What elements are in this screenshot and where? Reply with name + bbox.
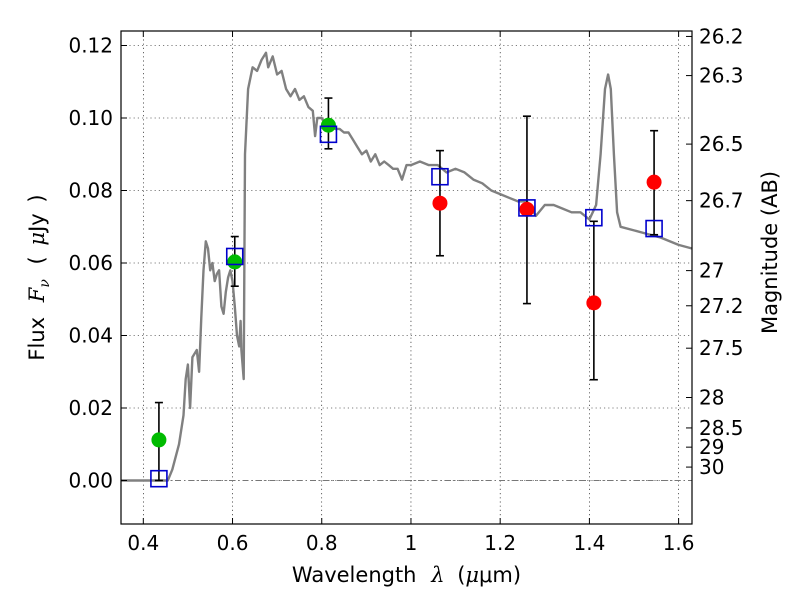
data-markers (150, 117, 663, 488)
red-observed-point (646, 174, 662, 190)
model-square (585, 208, 603, 227)
y-tick-label: 0.06 (68, 251, 113, 275)
y-tick-label: 0.02 (68, 396, 113, 420)
y2-tick-label: 29 (699, 435, 724, 459)
y-axis-label: Flux Fν ( μJy ) (25, 194, 54, 360)
y2-tick-label: 27 (699, 259, 724, 283)
model-square (319, 125, 338, 144)
y-axis-label-unit: Jy (25, 213, 49, 234)
model-square (150, 469, 168, 488)
spectrum-series (121, 51, 693, 482)
y2-tick-label: 26.3 (699, 64, 744, 88)
y-axis-label-unit-close: ) (25, 194, 49, 202)
x-axis-label-symbol: λ (430, 563, 444, 587)
y-axis-label-symbol: F (25, 286, 49, 303)
y-tick-label: 0.04 (68, 324, 113, 348)
spectrum-line (121, 51, 693, 482)
red-observed-point (432, 195, 448, 211)
model-square (225, 247, 244, 266)
green-observed-point (227, 254, 243, 270)
y2-tick-label: 28.5 (699, 416, 744, 440)
y2-tick-label: 26.2 (699, 24, 744, 48)
y2-tick-label: 30 (699, 455, 724, 479)
x-tick-label: 1.6 (663, 531, 695, 555)
red-observed-point (586, 295, 602, 311)
x-tick-label: 0.6 (217, 531, 249, 555)
y-axis-label-unit-mu: μ (25, 232, 49, 246)
model-square (518, 199, 536, 217)
x-tick-label: 0.4 (127, 531, 159, 555)
green-observed-point (320, 117, 336, 133)
y-axis-label-unit-open: ( (25, 256, 49, 264)
x-axis-label: Wavelength λ (μμm) (292, 563, 521, 587)
plot-frame (120, 30, 693, 525)
x-axis-label-unit-mu: μ (465, 563, 479, 587)
y2-tick-label: 26.5 (699, 132, 744, 156)
y-tick-label: 0.00 (68, 469, 113, 493)
x-axis-label-text: Wavelength (292, 563, 417, 587)
y2-tick-label: 26.7 (699, 189, 744, 213)
x-tick-label: 1.2 (484, 531, 516, 555)
model-square (645, 219, 663, 238)
y2-tick-label: 28 (699, 385, 724, 409)
y-axis-label-subscript: ν (37, 279, 53, 288)
y2-tick-label: 27.2 (699, 294, 744, 318)
y-axis-label-text: Flux (25, 317, 49, 361)
green-observed-point (151, 432, 167, 448)
axis-ticks: 0.4 0.6 0.8 1 1.2 1.4 1.6 0.00 0.02 0.04 0.06 0.08 0… (68, 24, 743, 555)
x-axis-label-unit-open: ( (457, 563, 465, 587)
grid (121, 31, 692, 524)
x-axis-label-unit: μm (479, 563, 513, 587)
y-tick-label: 0.08 (68, 179, 113, 203)
y-tick-label: 0.10 (68, 106, 113, 130)
x-tick-label: 0.8 (306, 531, 338, 555)
y2-tick-label: 27.5 (699, 336, 744, 360)
y-tick-label: 0.12 (68, 34, 113, 58)
y2-axis-label: Magnitude (AB) (758, 171, 782, 334)
model-square (431, 167, 449, 186)
error-bars (154, 97, 659, 482)
x-axis-label-unit-close: ) (513, 563, 521, 587)
red-observed-point (519, 201, 535, 217)
x-tick-label: 1 (405, 531, 418, 555)
x-tick-label: 1.4 (573, 531, 605, 555)
